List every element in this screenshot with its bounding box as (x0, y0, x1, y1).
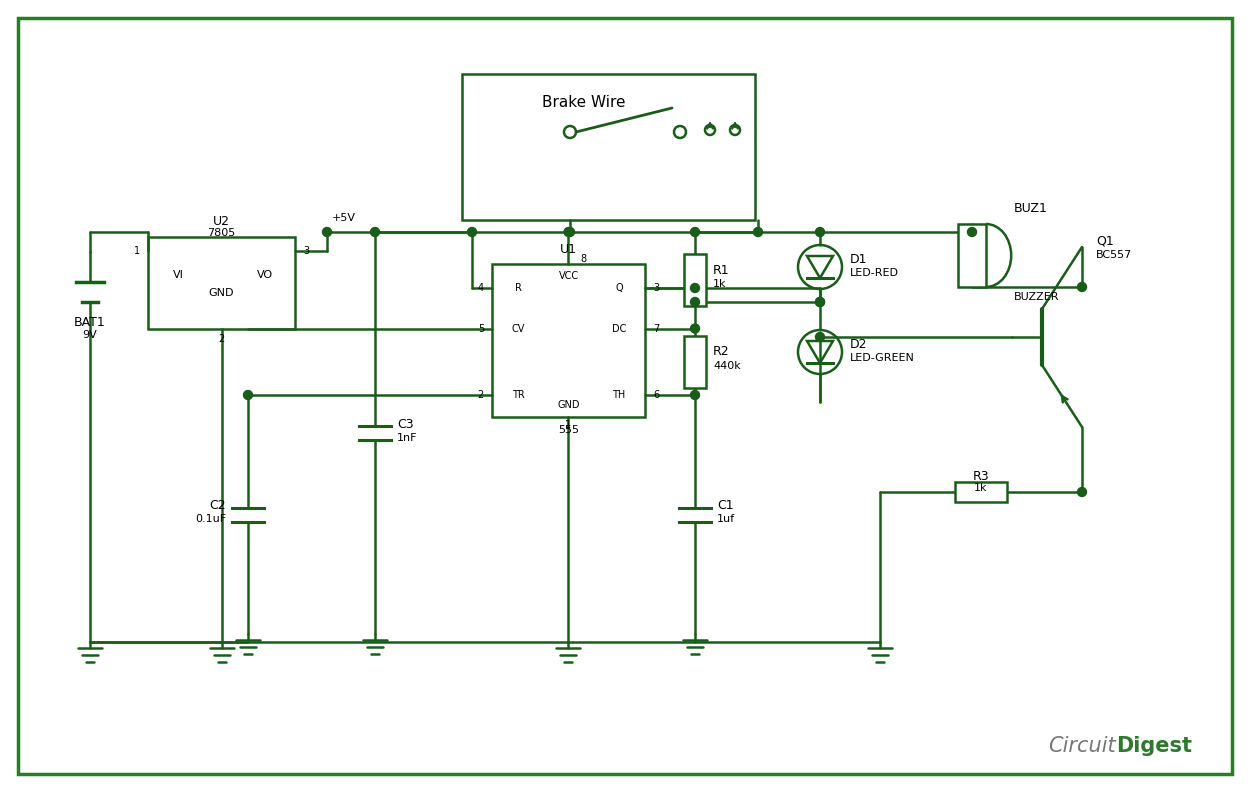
Text: +5V: +5V (332, 213, 356, 223)
Text: C2: C2 (210, 499, 226, 512)
Text: TR: TR (511, 390, 524, 400)
Bar (955, 482, 1008, 502)
Text: Brake Wire: Brake Wire (541, 94, 625, 109)
Text: LED-GREEN: LED-GREEN (850, 353, 915, 363)
Text: 5: 5 (478, 323, 484, 333)
Text: VCC: VCC (559, 271, 579, 281)
Text: R1: R1 (712, 264, 730, 276)
Circle shape (968, 227, 976, 237)
Text: TH: TH (612, 390, 625, 400)
Text: Circuit: Circuit (1048, 736, 1115, 756)
Text: LED-RED: LED-RED (850, 268, 899, 278)
Text: DC: DC (611, 323, 626, 333)
Text: 8: 8 (580, 254, 586, 264)
Text: GND: GND (558, 400, 580, 410)
Circle shape (815, 333, 825, 341)
Text: CV: CV (511, 323, 525, 333)
Text: 6: 6 (652, 390, 659, 400)
Circle shape (370, 227, 380, 237)
Text: 3: 3 (302, 246, 309, 256)
Circle shape (690, 298, 700, 307)
Text: 3: 3 (652, 283, 659, 293)
Text: BUZ1: BUZ1 (1014, 201, 1048, 215)
Text: 1: 1 (134, 246, 140, 256)
Text: VI: VI (173, 270, 184, 280)
Circle shape (754, 227, 762, 237)
Text: U1: U1 (560, 242, 578, 256)
Text: 1nF: 1nF (398, 433, 418, 443)
Bar (958, 224, 986, 287)
Circle shape (690, 390, 700, 399)
Text: 1k: 1k (712, 280, 726, 289)
Text: C1: C1 (718, 499, 734, 512)
Circle shape (690, 324, 700, 333)
Text: U2: U2 (213, 215, 230, 227)
Circle shape (815, 227, 825, 237)
Text: 9V: 9V (82, 330, 98, 340)
Circle shape (815, 298, 825, 307)
Circle shape (690, 284, 700, 292)
Text: 4: 4 (478, 283, 484, 293)
Text: Digest: Digest (1116, 736, 1192, 756)
Text: VO: VO (258, 270, 272, 280)
Text: BUZZER: BUZZER (1014, 292, 1060, 302)
Circle shape (1078, 488, 1086, 497)
Circle shape (468, 227, 476, 237)
Text: 555: 555 (558, 425, 579, 435)
Text: 2: 2 (219, 334, 225, 344)
Bar (492, 264, 645, 417)
Bar (148, 237, 295, 329)
Text: BC557: BC557 (1096, 250, 1132, 260)
Circle shape (322, 227, 331, 237)
Text: 1uf: 1uf (718, 515, 735, 524)
Text: Q1: Q1 (1096, 234, 1114, 248)
Bar (684, 336, 706, 388)
Circle shape (815, 298, 825, 307)
Text: R: R (515, 283, 521, 293)
Circle shape (244, 390, 252, 399)
Text: BAT1: BAT1 (74, 315, 106, 329)
Circle shape (565, 227, 575, 237)
Text: 7: 7 (652, 323, 659, 333)
Text: D1: D1 (850, 253, 868, 265)
Bar (684, 254, 706, 307)
Text: R3: R3 (972, 470, 989, 482)
Circle shape (690, 227, 700, 237)
Text: 1k: 1k (974, 483, 988, 493)
Text: 440k: 440k (712, 360, 741, 371)
Circle shape (1078, 283, 1086, 291)
Text: GND: GND (209, 288, 234, 298)
Text: 2: 2 (478, 390, 484, 400)
Text: D2: D2 (850, 337, 868, 351)
Bar (462, 74, 755, 220)
Text: 1: 1 (565, 420, 571, 430)
Circle shape (564, 227, 572, 237)
Text: C3: C3 (398, 417, 414, 431)
Text: Q: Q (615, 283, 622, 293)
Text: 7805: 7805 (208, 228, 236, 238)
Text: 0.1uF: 0.1uF (195, 515, 226, 524)
Text: R2: R2 (712, 345, 730, 358)
